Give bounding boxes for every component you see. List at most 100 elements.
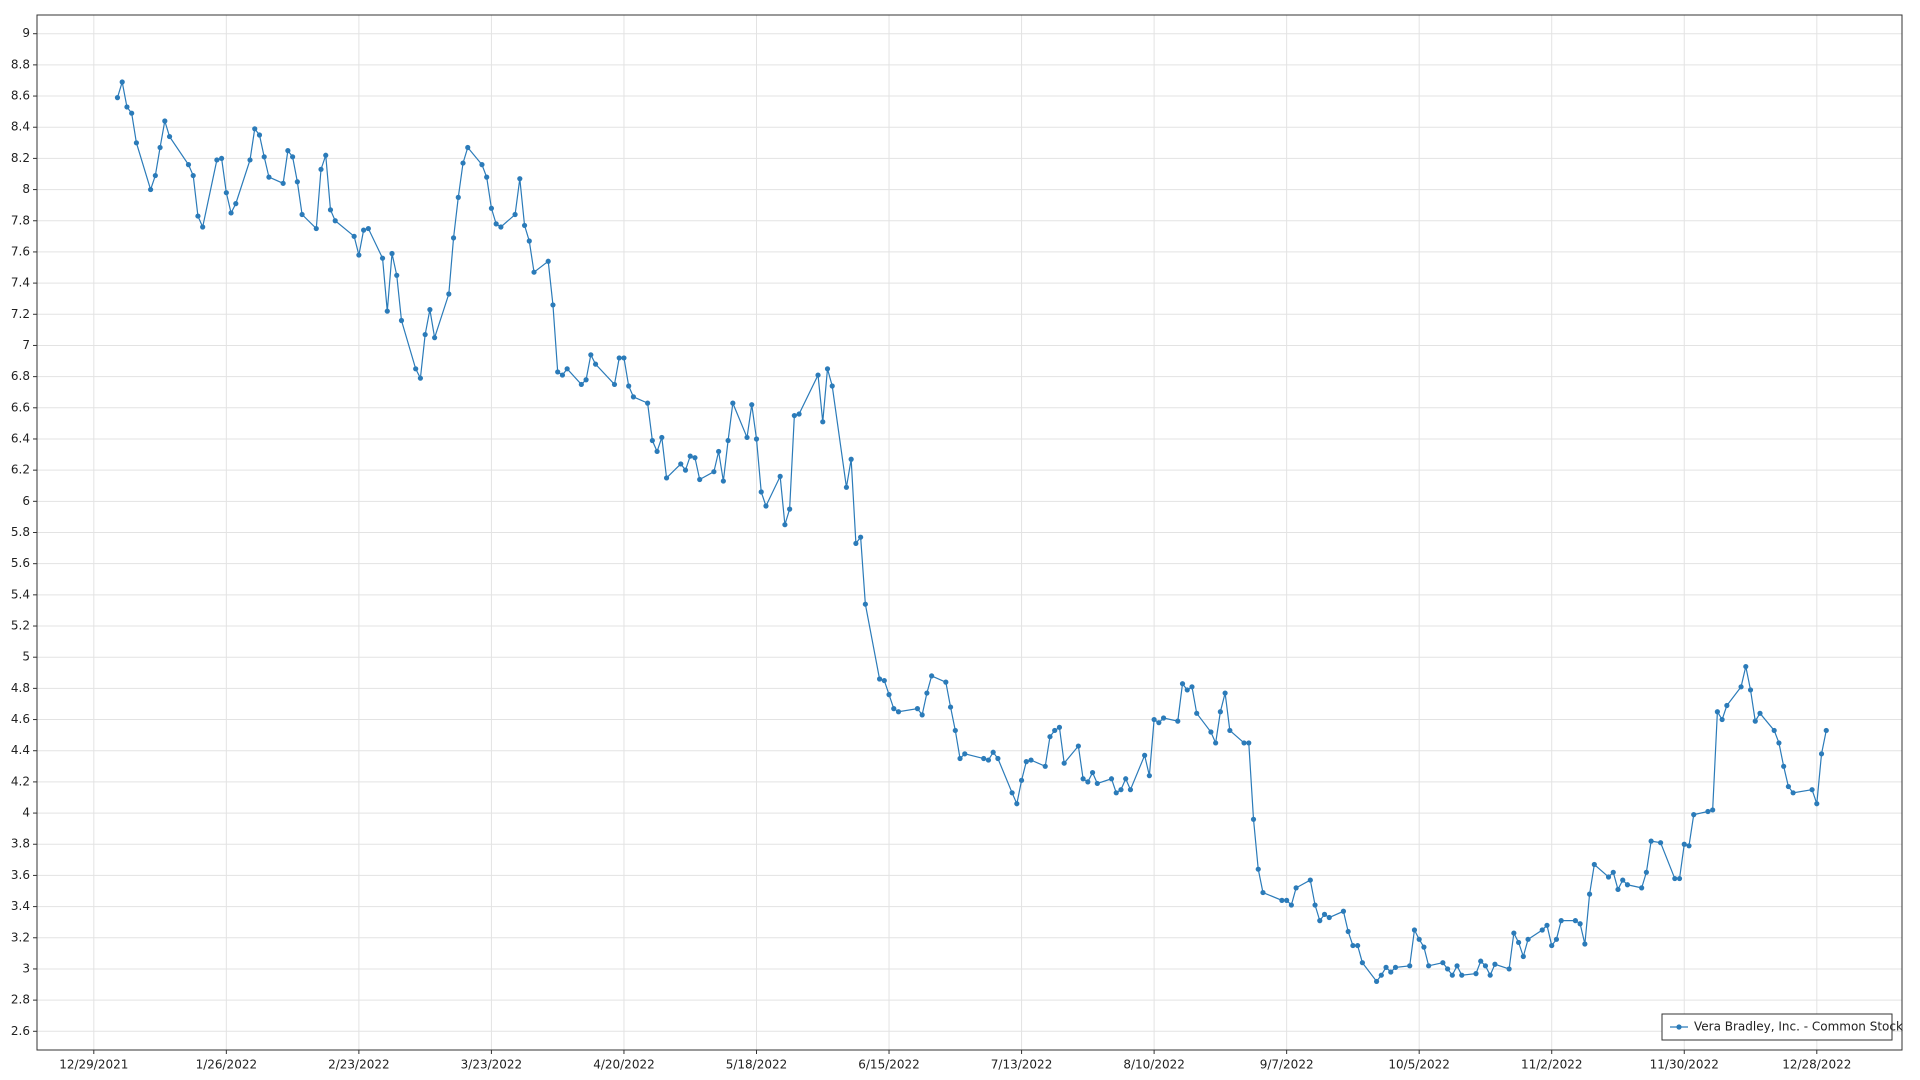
- y-tick-label: 5.4: [11, 587, 30, 601]
- data-point: [327, 207, 334, 213]
- data-point: [564, 366, 570, 372]
- y-tick-label: 6.8: [11, 369, 30, 383]
- data-point: [1317, 918, 1323, 924]
- data-point: [1416, 936, 1422, 942]
- data-point: [1142, 752, 1148, 758]
- data-point: [422, 331, 428, 338]
- data-point: [645, 400, 651, 406]
- data-point: [1014, 801, 1020, 807]
- data-point: [1392, 964, 1399, 970]
- data-point: [351, 233, 357, 239]
- data-point: [962, 751, 968, 757]
- x-tick-label: 7/13/2022: [991, 1058, 1053, 1072]
- data-point: [1672, 875, 1678, 882]
- data-point: [1676, 875, 1683, 882]
- data-point: [1345, 928, 1351, 935]
- data-point: [550, 302, 556, 308]
- y-tick-label: 5.2: [11, 619, 30, 633]
- data-point: [929, 673, 935, 679]
- data-point: [488, 205, 495, 211]
- y-tick-label: 6: [22, 494, 30, 508]
- data-point: [1572, 918, 1578, 924]
- data-point: [1288, 902, 1294, 908]
- data-point: [157, 144, 163, 151]
- axes: 2.6 2.8 3 3.2 3.4 3.6 3.8 4 4.2 4.4 4.6 4.8 5 5.2 5.4 5…: [11, 26, 1851, 1071]
- data-point: [1520, 953, 1526, 960]
- data-point: [1279, 897, 1285, 903]
- data-point: [1411, 927, 1418, 933]
- data-point: [1241, 740, 1247, 746]
- y-tick-label: 2.8: [11, 993, 30, 1007]
- data-point: [294, 179, 300, 185]
- y-tick-label: 4.4: [11, 743, 30, 757]
- x-tick-label: 4/20/2022: [593, 1058, 655, 1072]
- data-point: [356, 252, 362, 258]
- data-point: [1790, 790, 1796, 796]
- data-point: [1553, 936, 1560, 942]
- x-tick-label: 12/29/2021: [59, 1058, 128, 1072]
- data-point: [1350, 942, 1356, 949]
- data-point: [479, 162, 485, 168]
- data-point: [152, 172, 158, 179]
- data-point: [1515, 939, 1522, 946]
- y-tick-label: 4.8: [11, 681, 30, 695]
- data-point: [1776, 740, 1782, 746]
- y-tick-label: 8: [22, 182, 30, 196]
- data-point: [843, 484, 850, 490]
- data-point: [114, 95, 121, 101]
- data-point: [824, 366, 831, 372]
- data-point: [578, 381, 584, 388]
- data-point: [649, 437, 655, 444]
- legend: Vera Bradley, Inc. - Common Stock: [1661, 1013, 1903, 1041]
- data-point: [517, 176, 523, 182]
- data-point: [266, 174, 272, 180]
- data-point: [1156, 720, 1162, 726]
- data-point: [1061, 760, 1067, 766]
- data-point: [1771, 727, 1777, 734]
- data-point: [432, 335, 438, 341]
- x-tick-label: 11/30/2022: [1650, 1058, 1719, 1072]
- data-point: [1781, 763, 1787, 769]
- data-point: [1009, 790, 1015, 796]
- x-tick-label: 11/2/2022: [1521, 1058, 1583, 1072]
- data-point: [1056, 724, 1063, 730]
- data-point: [446, 291, 452, 297]
- data-point: [318, 166, 324, 172]
- data-point: [299, 211, 305, 218]
- data-point: [720, 478, 726, 484]
- data-point: [678, 461, 684, 467]
- data-point: [185, 162, 192, 168]
- data-point: [247, 157, 253, 163]
- data-point: [1511, 930, 1517, 936]
- data-point: [124, 104, 130, 110]
- grid: [37, 15, 1902, 1050]
- data-point: [1089, 769, 1096, 776]
- data-point: [820, 419, 826, 425]
- data-point: [559, 372, 566, 378]
- data-point: [1809, 787, 1815, 793]
- y-tick-label: 7.6: [11, 244, 30, 258]
- data-point: [1686, 843, 1692, 849]
- data-point: [129, 110, 135, 116]
- data-point: [223, 190, 229, 196]
- data-point: [450, 235, 457, 241]
- data-point: [853, 540, 859, 547]
- x-tick-label: 2/23/2022: [328, 1058, 390, 1072]
- data-point: [1544, 922, 1550, 928]
- data-point: [1388, 969, 1394, 975]
- y-tick-label: 6.4: [11, 431, 30, 445]
- data-point: [1108, 776, 1115, 782]
- data-point: [233, 201, 239, 207]
- data-point: [829, 383, 835, 389]
- data-point: [365, 225, 371, 232]
- data-point: [1440, 960, 1446, 966]
- data-point: [1018, 777, 1025, 783]
- y-tick-label: 8.6: [11, 89, 30, 103]
- y-tick-label: 4.6: [11, 712, 30, 726]
- x-tick-label: 8/10/2022: [1123, 1058, 1185, 1072]
- data-point: [1321, 911, 1328, 917]
- data-point: [1823, 727, 1829, 734]
- data-point: [1752, 718, 1758, 724]
